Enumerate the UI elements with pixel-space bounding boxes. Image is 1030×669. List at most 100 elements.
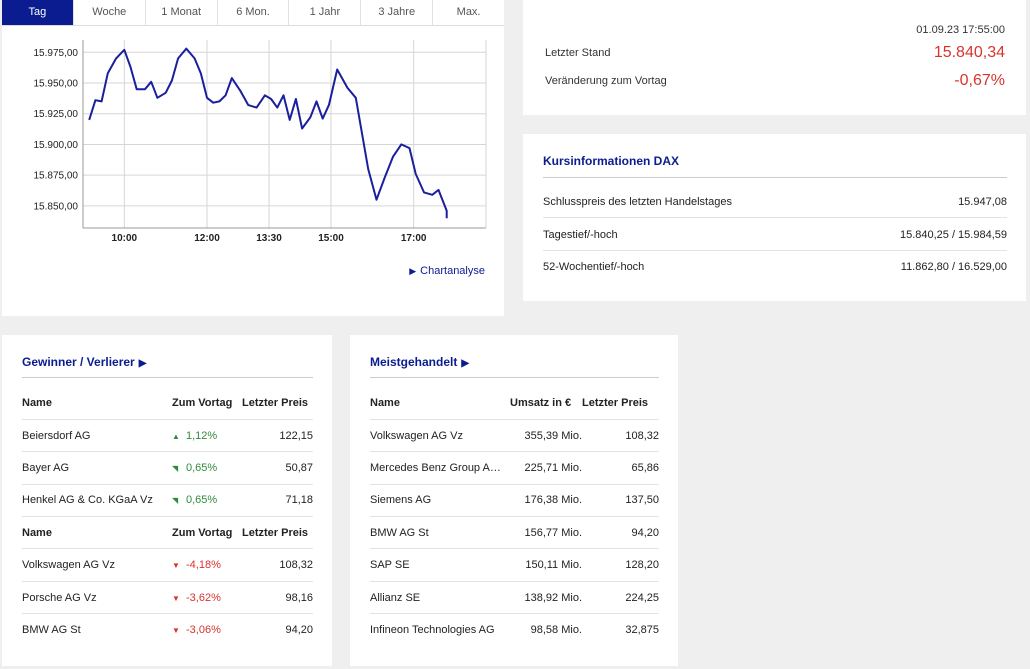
info-label: Tagestief/-hoch [543,228,618,241]
tab-week[interactable]: Woche [74,0,146,25]
most-traded-table: Name Umsatz in € Letzter Preis Volkswage… [370,387,659,646]
x-tick-label: 10:00 [112,233,138,244]
info-value: 15.840,25 / 15.984,59 [899,228,1007,241]
tab-1-year[interactable]: 1 Jahr [289,0,362,25]
period-tabs: Tag Woche 1 Monat 6 Mon. 1 Jahr 3 Jahre … [2,0,504,26]
x-tick-label: 17:00 [401,233,427,244]
table-row[interactable]: Allianz SE 138,92 Mio. 224,25 [370,581,659,615]
y-tick-label: 15.925,00 [34,109,79,120]
stock-name[interactable]: Porsche AG Vz [22,581,172,615]
col-header-name: Name [22,516,172,550]
table-row[interactable]: BMW AG St 156,77 Mio. 94,20 [370,516,659,550]
change-row: Veränderung zum Vortag -0,67% [545,72,1005,90]
col-header-name: Name [370,387,510,420]
stock-name[interactable]: Mercedes Benz Group AG ... [370,462,508,475]
stock-name[interactable]: Henkel AG & Co. KGaA Vz [22,484,172,518]
stock-name[interactable]: Bayer AG [22,451,172,485]
price-value: 71,18 [242,484,313,518]
table-header-row: Name Umsatz in € Letzter Preis [370,387,659,420]
change-value: -3,06% [186,624,221,637]
stock-name[interactable]: Allianz SE [370,591,421,604]
price-value: 224,25 [582,581,659,615]
tab-1-month[interactable]: 1 Monat [146,0,218,25]
x-tick-label: 15:00 [318,233,344,244]
table-row[interactable]: Mercedes Benz Group AG ... 225,71 Mio. 6… [370,451,659,485]
info-label: 52-Wochentief/-hoch [543,261,645,273]
arrow-up-icon: ▲ [172,431,180,441]
price-value: 32,875 [625,624,659,637]
triangle-right-icon: ▶ [409,266,417,276]
col-header-change: Zum Vortag [172,516,242,550]
col-header-change: Zum Vortag [172,387,242,420]
price-series-line [88,47,448,219]
quote-timestamp: 01.09.23 17:55:00 [916,24,1005,36]
table-row[interactable]: Siemens AG 176,38 Mio. 137,50 [370,484,659,518]
table-header-row: Name Zum Vortag Letzter Preis [22,516,313,550]
table-row[interactable]: Volkswagen AG Vz 355,39 Mio. 108,32 [370,419,659,453]
col-header-price: Letzter Preis [242,516,313,550]
divider [370,377,659,378]
table-row[interactable]: Beiersdorf AG ▲ 1,12% 122,15 [22,419,313,453]
info-row: 52-Wochentief/-hoch 11.862,80 / 16.529,0… [543,251,1007,283]
stock-name[interactable]: SAP SE [370,559,410,572]
chart-panel: Tag Woche 1 Monat 6 Mon. 1 Jahr 3 Jahre … [2,0,504,316]
volume-value: 150,11 Mio. [510,548,582,582]
quote-panel: 01.09.23 17:55:00 Letzter Stand 15.840,3… [523,0,1026,115]
arrow-down-icon: ▼ [172,593,180,603]
stock-name[interactable]: Volkswagen AG Vz [22,548,172,582]
most-traded-link[interactable]: Meistgehandelt ▶ [370,355,469,369]
stock-name[interactable]: Beiersdorf AG [22,419,172,453]
table-row[interactable]: Henkel AG & Co. KGaA Vz ◥ 0,65% 71,18 [22,484,313,518]
arrow-down-icon: ▼ [172,626,180,636]
price-value: 50,87 [242,451,313,485]
chart-analysis-label: Chartanalyse [420,265,485,277]
arrow-up-right-icon: ◥ [172,496,179,506]
table-row[interactable]: Bayer AG ◥ 0,65% 50,87 [22,451,313,485]
change-value: -3,62% [186,591,221,604]
stock-name[interactable]: BMW AG St [22,624,81,637]
volume-value: 98,58 Mio. [530,624,582,637]
volume-value: 176,38 Mio. [510,484,582,518]
stock-name[interactable]: BMW AG St [370,526,429,539]
table-row[interactable]: SAP SE 150,11 Mio. 128,20 [370,548,659,582]
divider [543,177,1007,178]
tab-3-years[interactable]: 3 Jahre [361,0,434,25]
volume-value: 355,39 Mio. [510,419,582,453]
y-tick-label: 15.975,00 [34,48,79,59]
price-chart[interactable]: 15.975,00 15.950,00 15.925,00 15.900,00 15.8… [2,26,504,266]
chart-analysis-link[interactable]: ▶ Chartanalyse [409,265,485,277]
y-tick-label: 15.900,00 [34,140,79,151]
volume-value: 225,71 Mio. [510,451,582,485]
table-row[interactable]: Porsche AG Vz ▼ -3,62% 98,16 [22,581,313,615]
last-price-label: Letzter Stand [545,47,611,59]
stock-name[interactable]: Infineon Technologies AG [370,624,495,637]
col-header-name: Name [22,387,172,420]
table-row[interactable]: BMW AG St ▼ -3,06% 94,20 [22,614,313,646]
price-value: 98,16 [242,581,313,615]
tab-max[interactable]: Max. [456,6,481,18]
change-label: Veränderung zum Vortag [545,75,667,87]
info-value: 11.862,80 / 16.529,00 [900,261,1007,273]
price-info-panel: Kursinformationen DAX Schlusspreis des l… [523,134,1026,301]
price-value: 94,20 [285,624,313,637]
col-header-volume: Umsatz in € [510,387,582,420]
price-info-title: Kursinformationen DAX [543,154,680,168]
most-traded-panel: Meistgehandelt ▶ Name Umsatz in € Letzter… [350,335,678,666]
stock-name[interactable]: Siemens AG [370,494,432,507]
table-row[interactable]: Volkswagen AG Vz ▼ -4,18% 108,32 [22,548,313,582]
price-value: 65,86 [582,451,659,485]
table-row[interactable]: Infineon Technologies AG 98,58 Mio. 32,8… [370,614,659,646]
change-value: 0,65% [186,494,218,507]
change-value: -4,18% [186,559,221,572]
price-value: 94,20 [582,516,659,550]
x-tick-label: 12:00 [194,233,220,244]
col-header-price: Letzter Preis [582,387,659,420]
tab-day[interactable]: Tag [2,0,74,25]
triangle-right-icon: ▶ [461,358,470,369]
tab-6-months[interactable]: 6 Mon. [218,0,290,25]
info-label: Schlusspreis des letzten Handelstages [543,195,732,208]
y-tick-label: 15.875,00 [34,171,79,182]
gainers-losers-link[interactable]: Gewinner / Verlierer ▶ [22,355,146,369]
triangle-right-icon: ▶ [138,358,147,369]
stock-name[interactable]: Volkswagen AG Vz [370,429,463,442]
